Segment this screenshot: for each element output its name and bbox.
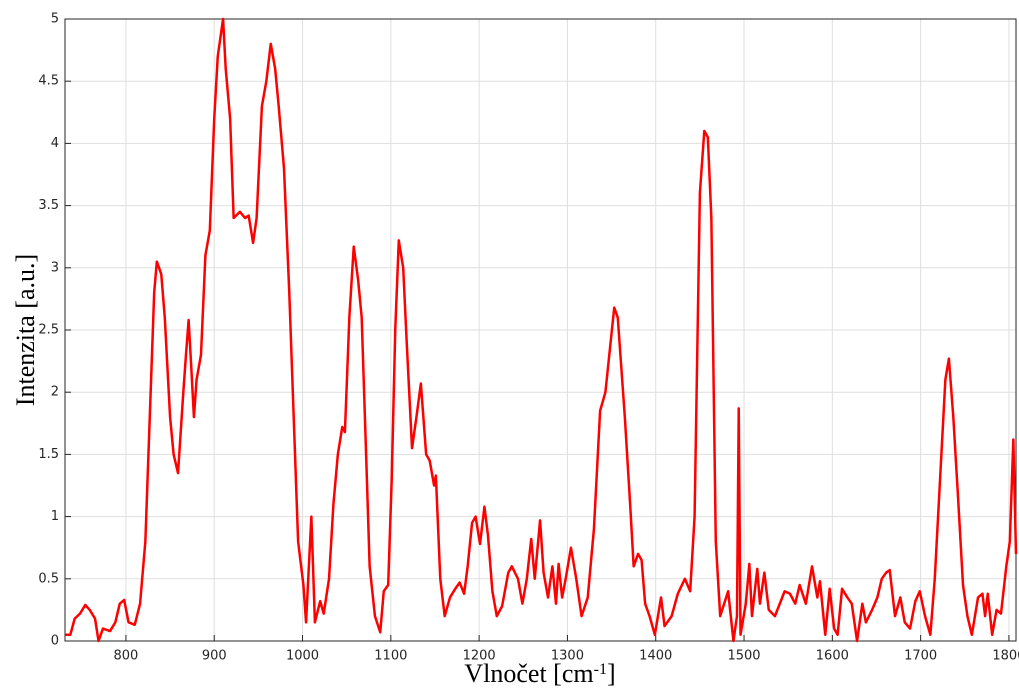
x-tick-label: 1500 — [727, 649, 760, 664]
y-tick-label: 2 — [51, 385, 59, 400]
x-tick-label: 1700 — [904, 649, 937, 664]
y-tick-label: 2.5 — [38, 323, 59, 338]
x-tick-label: 1100 — [374, 649, 407, 664]
x-tick-label: 1800 — [992, 649, 1019, 664]
y-tick-label: 1 — [51, 509, 59, 524]
plot-frame — [64, 18, 1017, 642]
x-tick-label: 1000 — [286, 649, 319, 664]
y-tick-label: 1.5 — [38, 447, 59, 462]
y-tick-label: 3.5 — [38, 198, 59, 213]
x-axis-label-end: ] — [607, 659, 616, 688]
x-axis-label-sup: -1 — [594, 661, 607, 678]
y-axis-label: Intenzita [a.u.] — [11, 254, 40, 406]
y-tick-label: 5 — [51, 12, 59, 27]
x-tick-label: 1300 — [551, 649, 584, 664]
x-tick-label: 1600 — [816, 649, 849, 664]
x-tick-label: 900 — [202, 649, 227, 664]
y-tick-label: 3 — [51, 260, 59, 275]
x-axis-label-text: Vlnočet [cm — [464, 659, 593, 688]
x-axis-label: Vlnočet [cm-1] — [464, 659, 615, 688]
x-tick-label: 800 — [114, 649, 139, 664]
y-tick-label: 0 — [51, 634, 59, 649]
y-tick-label: 4.5 — [38, 74, 59, 89]
y-tick-label: 4 — [51, 136, 59, 151]
x-tick-label: 1400 — [639, 649, 672, 664]
spectrum-line — [65, 17, 1018, 643]
x-tick-label: 1200 — [463, 649, 496, 664]
y-tick-label: 0.5 — [38, 571, 59, 586]
